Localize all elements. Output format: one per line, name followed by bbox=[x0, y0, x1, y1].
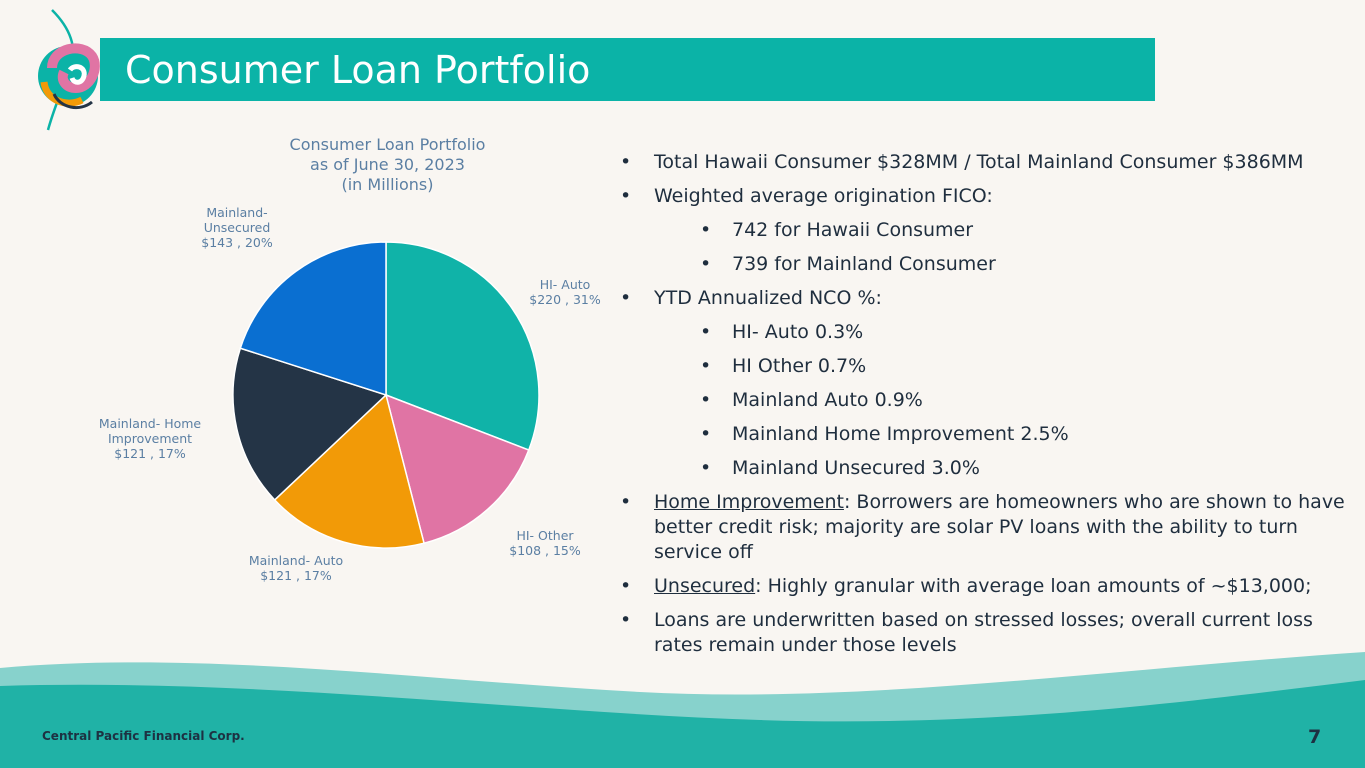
unsecured-heading: Unsecured bbox=[654, 575, 756, 597]
sub-bullet-fico-mainland: • 739 for Mainland Consumer bbox=[700, 253, 996, 275]
sub-bullet-nco-hi-other: • HI Other 0.7% bbox=[700, 355, 867, 377]
bullet-dot: • bbox=[620, 151, 632, 173]
slice-label-mainland-unsecured: Mainland- Unsecured $143 , 20% bbox=[201, 205, 273, 250]
title-band bbox=[100, 38, 1155, 101]
chart-title: Consumer Loan Portfolio as of June 30, 2… bbox=[250, 135, 525, 195]
footer-company: Central Pacific Financial Corp. bbox=[42, 729, 245, 743]
bullet-dot: • bbox=[700, 457, 712, 479]
sub-bullet-nco-mainland-unsecured: • Mainland Unsecured 3.0% bbox=[700, 457, 980, 479]
pie-slice-mainland-auto bbox=[273, 393, 425, 549]
slice-label-mainland-home-improvement: Mainland- Home Improvement $121 , 17% bbox=[98, 416, 202, 461]
bullet-fico: • Weighted average origination FICO: bbox=[620, 185, 993, 207]
chart-title-line-3: (in Millions) bbox=[341, 175, 434, 194]
bullet-dot: • bbox=[620, 185, 632, 207]
bullet-dot: • bbox=[620, 491, 632, 513]
sub-bullet-nco-mainland-auto: • Mainland Auto 0.9% bbox=[700, 389, 923, 411]
sub-bullet-fico-hawaii: • 742 for Hawaii Consumer bbox=[700, 219, 974, 241]
slice-label-hi-auto: HI- Auto $220 , 31% bbox=[529, 277, 601, 307]
home-improvement-heading: Home Improvement bbox=[654, 491, 844, 513]
swirl-logo-icon bbox=[38, 9, 100, 131]
bullet-nco: • YTD Annualized NCO %: bbox=[620, 287, 882, 309]
bullet-consumer-totals: • Total Hawaii Consumer $328MM / Total M… bbox=[620, 151, 1304, 173]
bullet-unsecured: • Unsecured: Highly granular with averag… bbox=[620, 575, 1312, 597]
sub-bullet-nco-hi-auto: • HI- Auto 0.3% bbox=[700, 321, 864, 343]
bullet-dot: • bbox=[700, 423, 712, 445]
bullet-dot: • bbox=[620, 609, 632, 631]
bullet-list: • Total Hawaii Consumer $328MM / Total M… bbox=[620, 150, 1350, 667]
bullet-dot: • bbox=[620, 287, 632, 309]
bullet-dot: • bbox=[700, 253, 712, 275]
page-number: 7 bbox=[1308, 726, 1322, 748]
sub-bullet-nco-mainland-home: • Mainland Home Improvement 2.5% bbox=[700, 423, 1069, 445]
bullet-dot: • bbox=[700, 355, 712, 377]
footer-waves bbox=[0, 652, 1365, 768]
bullet-dot: • bbox=[700, 321, 712, 343]
bullet-underwriting: • Loans are underwritten based on stress… bbox=[620, 609, 1313, 656]
slice-label-mainland-auto: Mainland- Auto $121 , 17% bbox=[248, 553, 344, 583]
page-title: Consumer Loan Portfolio bbox=[125, 48, 591, 92]
bullet-dot: • bbox=[700, 219, 712, 241]
pie-slice-hi-other bbox=[384, 393, 530, 545]
pie-slice-hi-auto bbox=[385, 241, 540, 451]
pie-slice-mainland-unsecured bbox=[239, 241, 387, 397]
bullet-dot: • bbox=[620, 575, 632, 597]
pie-slice-mainland-home-improvement bbox=[232, 347, 388, 501]
chart-title-line-1: Consumer Loan Portfolio bbox=[289, 135, 486, 154]
bullet-home-improvement: • Home Improvement: Borrowers are homeow… bbox=[620, 491, 1345, 563]
bullet-dot: • bbox=[700, 389, 712, 411]
slice-label-hi-other: HI- Other $108 , 15% bbox=[509, 528, 581, 558]
chart-title-line-2: as of June 30, 2023 bbox=[310, 155, 465, 174]
